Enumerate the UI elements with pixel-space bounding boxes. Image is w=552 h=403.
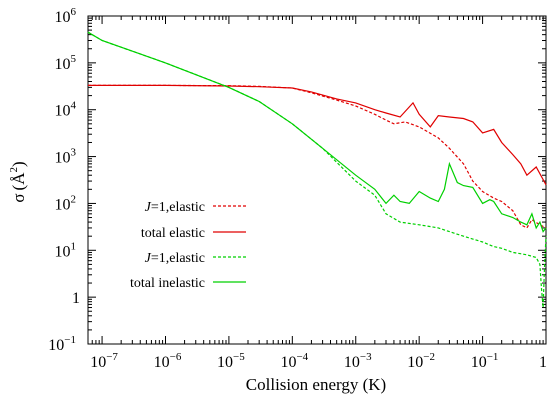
x-tick-label: 10−1 — [471, 351, 499, 371]
y-axis-title: σ (Å2) — [8, 161, 28, 202]
y-axis-symbol: σ — [9, 193, 28, 202]
y-axis-unit-base: (Å — [9, 172, 28, 191]
plot-border — [87, 15, 547, 345]
plot-frame — [87, 15, 547, 345]
legend-label: J=1,elastic — [145, 251, 205, 266]
legend: J=1,elastic total elastic J=1,elastic total… — [130, 200, 246, 291]
y-tick-label: 105 — [55, 53, 77, 73]
x-tick-label: 10−4 — [280, 351, 308, 371]
y-axis-unit-exp: 2 — [8, 167, 20, 173]
x-tick-label: 1 — [539, 354, 547, 371]
x-tick-label: 10−2 — [407, 351, 435, 371]
series-line-3 — [87, 31, 547, 308]
x-tick-labels: 10−7 10−6 10−5 10−4 10−3 10−2 10−1 1 — [90, 351, 547, 371]
y-tick-label: 103 — [55, 147, 77, 167]
y-tick-labels: 106 105 104 103 102 101 1 10−1 — [48, 6, 80, 354]
x-tick-label: 10−7 — [90, 351, 118, 371]
y-tick-label: 106 — [55, 6, 77, 26]
x-axis-title: Collision energy (K) — [246, 375, 386, 394]
legend-label: J=1,elastic — [145, 200, 205, 215]
series-layer — [87, 31, 547, 308]
y-tick-label: 1 — [72, 290, 80, 307]
x-tick-label: 10−3 — [344, 351, 372, 371]
y-axis-unit-close: ) — [9, 161, 28, 167]
legend-label: total elastic — [141, 226, 205, 241]
y-tick-label: 104 — [55, 100, 77, 120]
series-line-4 — [87, 31, 547, 233]
x-tick-label: 10−5 — [217, 351, 245, 371]
axis-ticks — [87, 15, 547, 345]
y-tick-label: 101 — [55, 240, 77, 260]
series-line-2 — [88, 84, 547, 186]
legend-label: total inelastic — [130, 276, 205, 291]
y-tick-label: 10−1 — [48, 334, 76, 354]
x-tick-label: 10−6 — [154, 351, 182, 371]
y-tick-label: 102 — [55, 193, 77, 213]
